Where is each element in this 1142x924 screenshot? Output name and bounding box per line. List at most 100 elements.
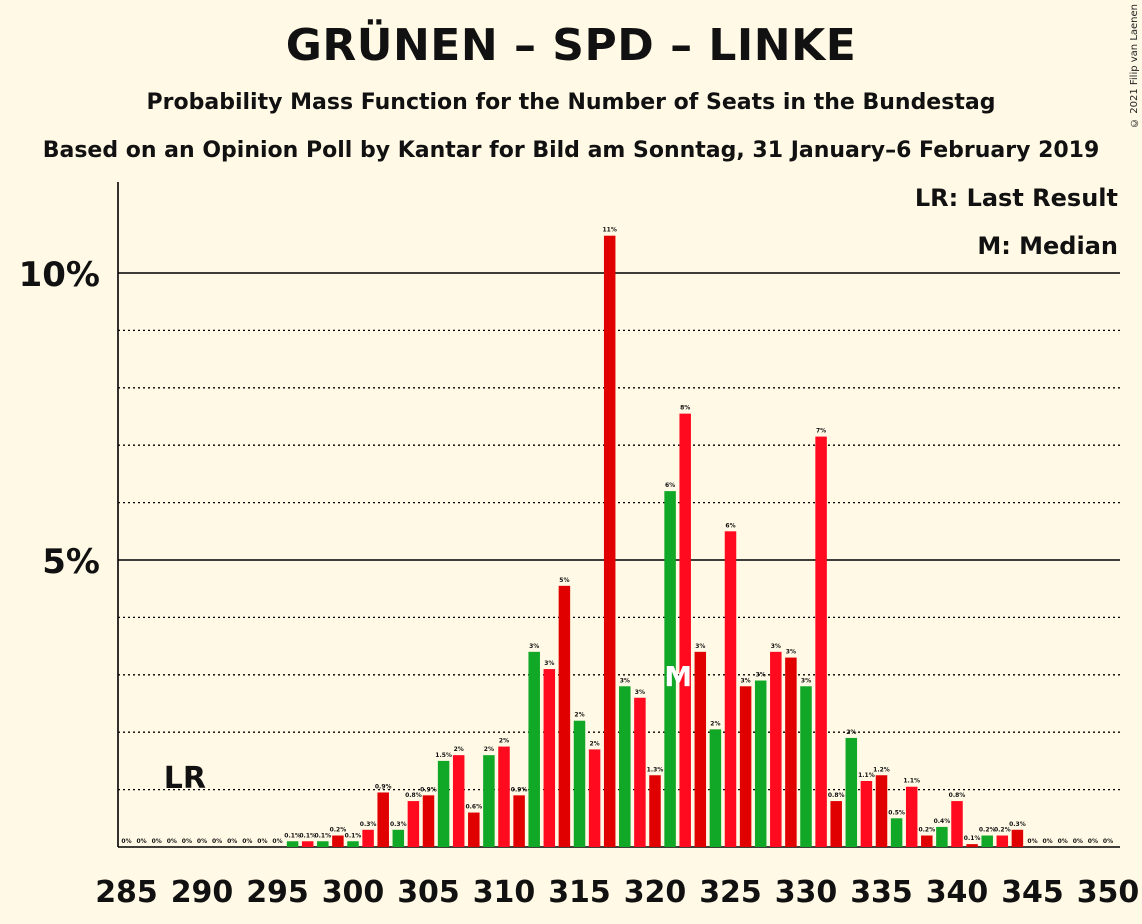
bar-value-label: 0% (152, 838, 162, 845)
bar-value-label: 0% (1103, 838, 1113, 845)
last-result-marker: LR (164, 761, 206, 796)
bar-value-label: 0.3% (360, 821, 377, 828)
bar (649, 775, 661, 847)
bar-value-label: 0% (272, 838, 282, 845)
bar-value-label: 2% (454, 746, 464, 753)
bar-value-label: 0.8% (828, 792, 845, 799)
bar-value-label: 0% (1073, 838, 1083, 845)
bar (286, 841, 299, 847)
x-tick-label: 305 (397, 875, 460, 910)
bar-value-label: 3% (544, 660, 554, 667)
bar (996, 835, 1009, 847)
bar-value-label: 6% (725, 522, 735, 529)
x-tick-label: 300 (322, 875, 385, 910)
bar-value-label: 3% (635, 689, 645, 696)
bar (407, 801, 420, 847)
bar-value-label: 1.1% (903, 778, 920, 785)
bar (468, 812, 480, 847)
bar-value-label: 0% (1088, 838, 1098, 845)
bar-value-label: 2% (484, 746, 494, 753)
bar (754, 680, 767, 847)
bar-value-label: 3% (756, 672, 766, 679)
bar-value-label: 0% (257, 838, 267, 845)
bar (619, 686, 631, 847)
chart-subtitle: Probability Mass Function for the Number… (146, 90, 996, 115)
bar (347, 841, 359, 847)
bar (830, 801, 842, 847)
bar (875, 775, 888, 847)
bar-value-label: 0.9% (511, 786, 528, 793)
x-tick-label: 345 (1001, 875, 1064, 910)
bar-value-label: 11% (603, 227, 617, 234)
bar (301, 841, 314, 847)
bar-value-label: 0.1% (284, 832, 301, 839)
bar-value-label: 2% (499, 738, 509, 745)
bar-value-label: 0% (212, 838, 222, 845)
bar-value-label: 0% (137, 838, 147, 845)
bar-value-label: 0% (227, 838, 237, 845)
bar (543, 669, 556, 847)
chart-subtitle-2: Based on an Opinion Poll by Kantar for B… (42, 138, 1100, 163)
bar-value-label: 0.1% (314, 832, 331, 839)
bar-value-label: 0.3% (1009, 821, 1026, 828)
bar-value-label: 8% (680, 405, 690, 412)
bar (332, 835, 344, 847)
bar-value-label: 0% (1043, 838, 1053, 845)
bar (845, 737, 858, 847)
bar-value-label: 0% (182, 838, 192, 845)
bar (709, 729, 722, 847)
bar-value-label: 5% (559, 577, 569, 584)
x-tick-label: 325 (699, 875, 762, 910)
bar (739, 686, 752, 847)
bar-value-label: 1.2% (873, 766, 890, 773)
y-tick-label: 5% (42, 542, 100, 582)
bar (724, 531, 737, 847)
x-tick-label: 310 (473, 875, 536, 910)
bar (800, 686, 812, 847)
bar (905, 786, 918, 847)
bar-value-label: 7% (816, 428, 826, 435)
bar-value-label: 0.6% (465, 804, 482, 811)
legend-last-result: LR: Last Result (914, 184, 1118, 212)
x-tick-label: 320 (624, 875, 687, 910)
bar-value-label: 0.8% (949, 792, 966, 799)
bar-value-label: 3% (771, 643, 781, 650)
bar-value-label: 1.1% (858, 772, 875, 779)
bar (588, 749, 601, 847)
bar-value-label: 0.1% (964, 835, 981, 842)
bar-value-label: 3% (801, 677, 811, 684)
bar-value-label: 0.9% (420, 786, 437, 793)
bar-value-label: 0.1% (299, 832, 316, 839)
bar-value-label: 0.2% (979, 827, 996, 834)
median-marker: M (664, 660, 692, 693)
x-tick-label: 330 (775, 875, 838, 910)
bar (694, 651, 707, 847)
bar-value-label: 3% (786, 649, 796, 656)
bar-value-label: 0.1% (345, 832, 362, 839)
bar-value-label: 3% (741, 677, 751, 684)
bar (785, 657, 797, 847)
x-tick-label: 335 (850, 875, 913, 910)
bar (815, 436, 827, 847)
x-tick-label: 285 (95, 875, 158, 910)
bar-value-label: 0% (167, 838, 177, 845)
bar (936, 826, 948, 847)
bar (437, 760, 450, 847)
bar (1011, 829, 1024, 847)
bar (981, 835, 993, 847)
bar (498, 746, 510, 847)
bar (422, 795, 435, 847)
bar (558, 585, 571, 847)
x-tick-label: 295 (246, 875, 309, 910)
bar-value-label: 0.2% (918, 827, 935, 834)
bar-value-label: 0.8% (405, 792, 422, 799)
bar (770, 651, 782, 847)
bar-value-label: 0.4% (934, 818, 951, 825)
bar (513, 795, 525, 847)
bar-value-label: 1.5% (435, 752, 452, 759)
x-tick-label: 315 (548, 875, 611, 910)
x-tick-label: 290 (171, 875, 234, 910)
bar (573, 720, 586, 847)
bar-value-label: 3% (695, 643, 705, 650)
